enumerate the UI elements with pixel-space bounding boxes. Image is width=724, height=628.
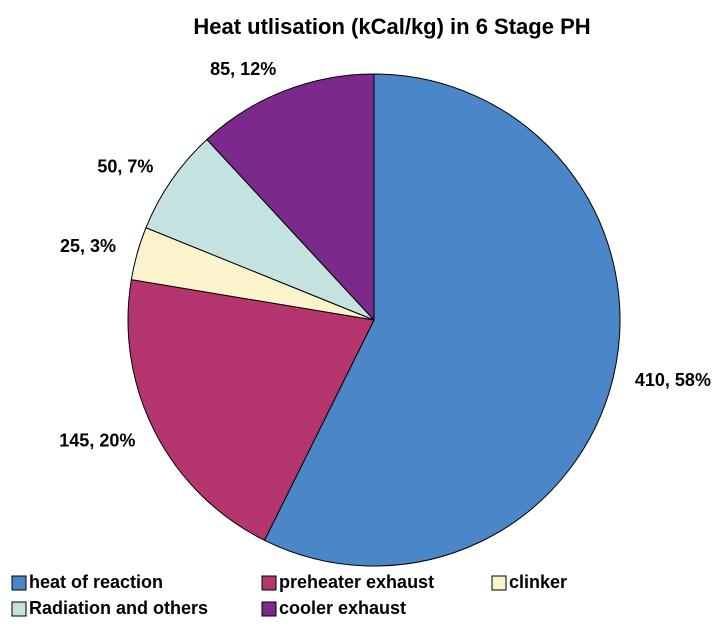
data-label: 145, 20% [59, 431, 135, 451]
legend-swatch [491, 575, 507, 591]
chart-title: Heat utlisation (kCal/kg) in 6 Stage PH [193, 14, 590, 39]
legend-label: preheater exhaust [279, 572, 434, 592]
pie-slice [263, 73, 621, 567]
pie-slice [206, 73, 375, 322]
data-label: 25, 3% [60, 236, 116, 256]
legend-swatch [11, 601, 27, 617]
legend-label: cooler exhaust [279, 598, 406, 618]
data-label: 410, 58% [635, 370, 711, 390]
legend-label: Radiation and others [29, 598, 208, 618]
legend-swatch [261, 601, 277, 617]
data-label: 50, 7% [97, 157, 153, 177]
pie-slice [127, 279, 375, 541]
legend-label: clinker [509, 572, 567, 592]
data-label: 85, 12% [210, 59, 276, 79]
legend-swatch [261, 575, 277, 591]
pie-slice [145, 138, 375, 321]
legend-label: heat of reaction [29, 572, 163, 592]
legend-swatch [11, 575, 27, 591]
